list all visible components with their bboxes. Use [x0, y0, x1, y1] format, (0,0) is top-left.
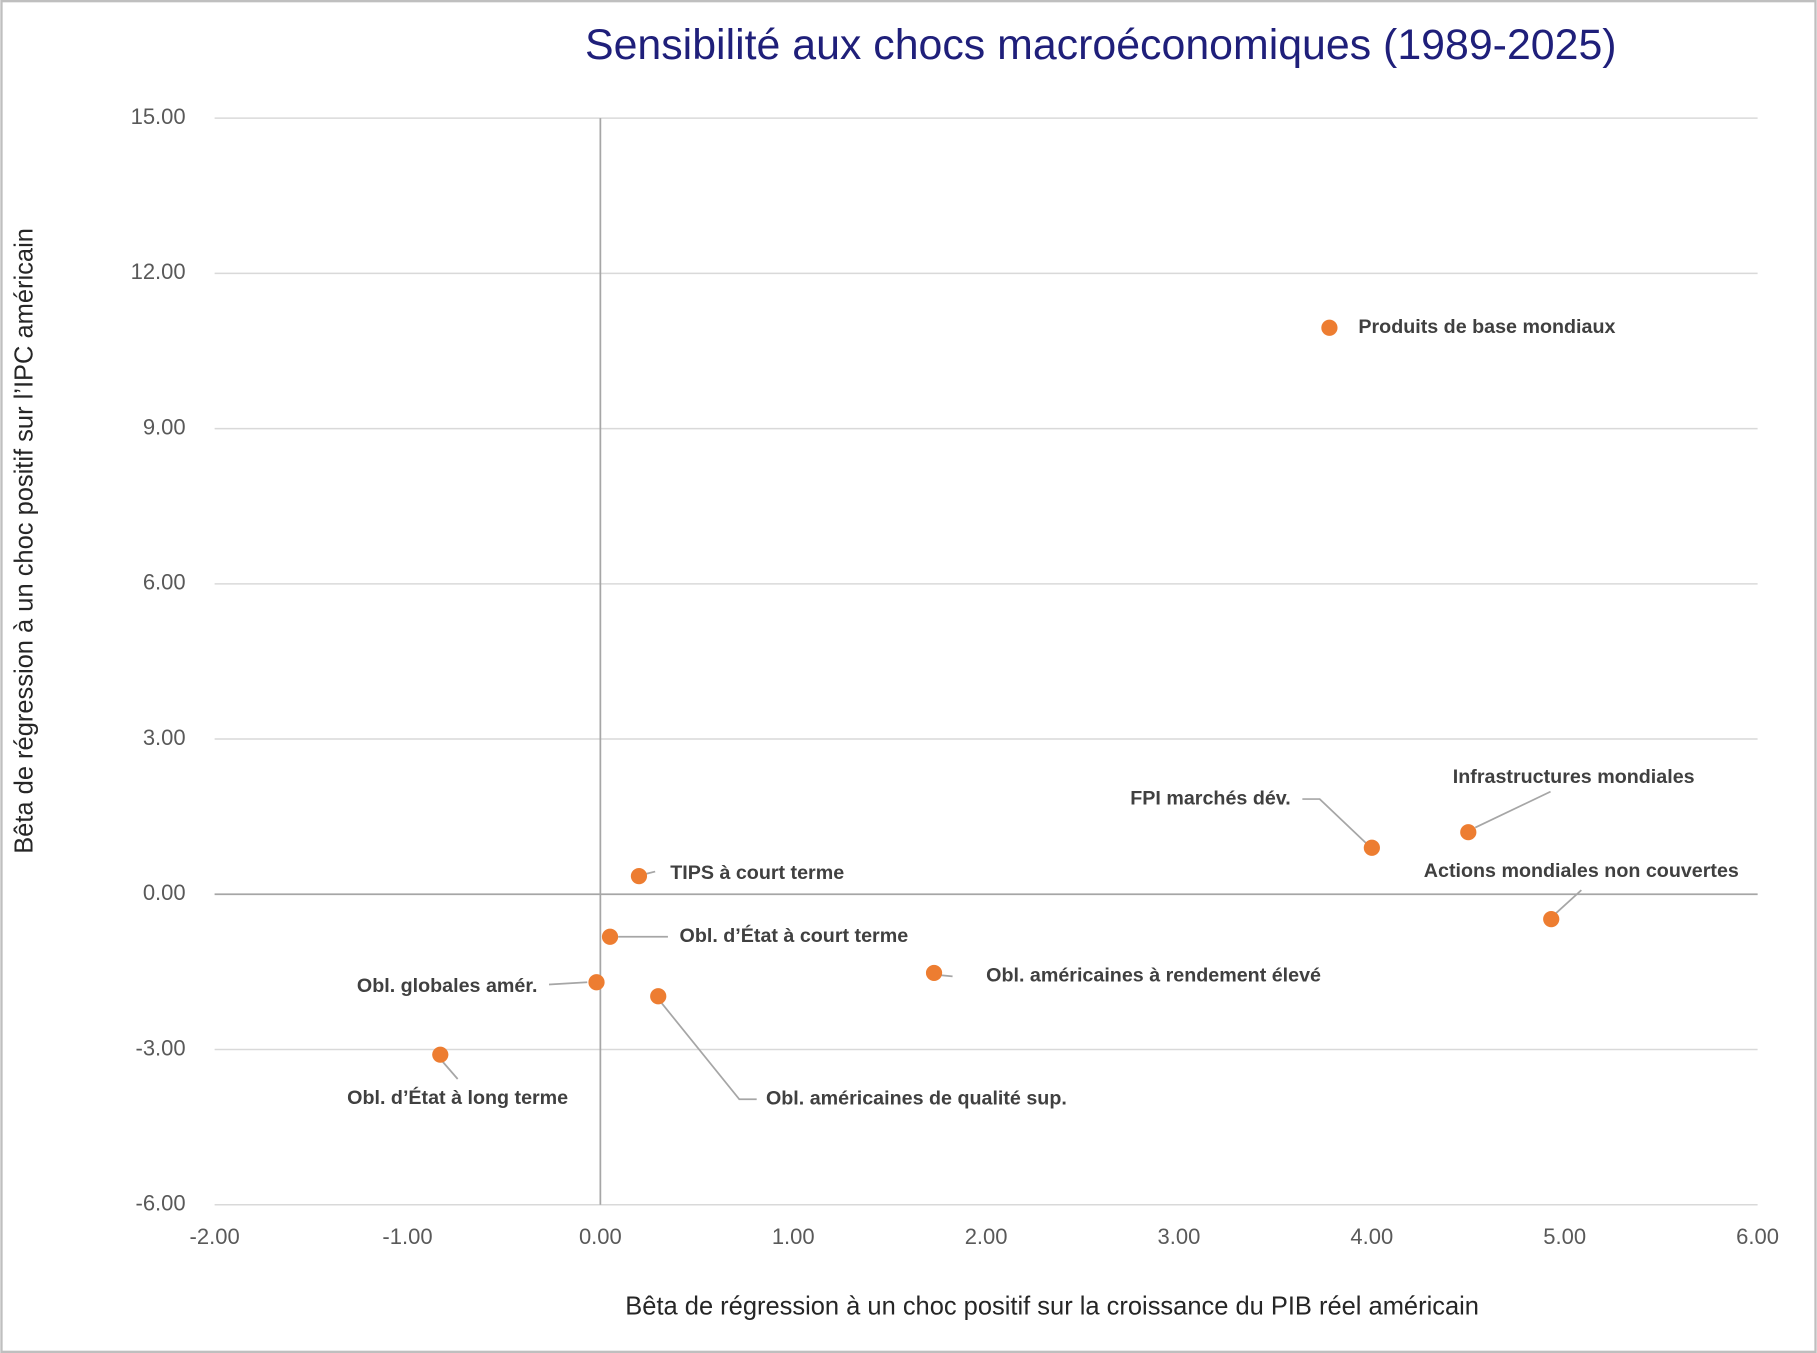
leader-line [1302, 798, 1367, 844]
chart-title: Sensibilité aux chocs macroéconomiques (… [585, 21, 1617, 69]
point-label: Infrastructures mondiales [1453, 766, 1695, 788]
x-tick-label: 4.00 [1350, 1224, 1393, 1249]
point [630, 868, 648, 885]
x-tick-label: 5.00 [1543, 1224, 1586, 1249]
point-label: TIPS à court terme [670, 862, 844, 884]
point-label: Obl. américaines de qualité sup. [766, 1088, 1067, 1110]
x-tick-label: 2.00 [965, 1224, 1008, 1249]
y-axis-label: Bêta de régression à un choc positif sur… [11, 228, 39, 854]
leader-line [940, 974, 953, 978]
y-tick-label: 12.00 [131, 259, 186, 284]
point [588, 974, 605, 991]
x-tick-label: 6.00 [1736, 1224, 1779, 1249]
point-label: Obl. d’État à court terme [680, 924, 909, 947]
point-label: FPI marchés dév. [1130, 787, 1291, 809]
point [1363, 839, 1380, 856]
x-tick-label: 0.00 [579, 1224, 622, 1249]
point [1321, 319, 1338, 336]
point [601, 928, 619, 945]
leader-line [441, 1061, 459, 1080]
leader-line [645, 870, 656, 875]
x-tick-label: 1.00 [772, 1224, 815, 1249]
point [432, 1046, 449, 1063]
leader-line [661, 1002, 757, 1101]
point-label: Obl. américaines à rendement élevé [986, 965, 1321, 987]
y-tick-label: 0.00 [143, 880, 186, 905]
y-tick-label: 6.00 [143, 570, 186, 595]
y-tick-label: -6.00 [136, 1191, 186, 1216]
point-label: Obl. d’État à long terme [347, 1086, 568, 1109]
leader-line [548, 981, 588, 986]
x-axis-label: Bêta de régression à un choc positif sur… [625, 1293, 1479, 1321]
point-label: Actions mondiales non couvertes [1424, 860, 1739, 882]
y-tick-label: -3.00 [136, 1035, 186, 1060]
point [1460, 824, 1477, 841]
y-tick-label: 9.00 [143, 414, 186, 439]
x-tick-label: -1.00 [382, 1224, 432, 1249]
point-label: Obl. globales amér. [357, 975, 538, 997]
point [925, 964, 943, 982]
x-tick-label: 3.00 [1158, 1224, 1201, 1249]
y-tick-label: 15.00 [131, 104, 186, 129]
y-tick-label: 3.00 [143, 725, 186, 750]
point [650, 988, 667, 1005]
leader-line [1474, 790, 1551, 829]
leader-line [1555, 889, 1582, 914]
point-label: Produits de base mondiaux [1358, 316, 1615, 338]
x-tick-label: -2.00 [190, 1224, 240, 1249]
point [1543, 911, 1560, 928]
